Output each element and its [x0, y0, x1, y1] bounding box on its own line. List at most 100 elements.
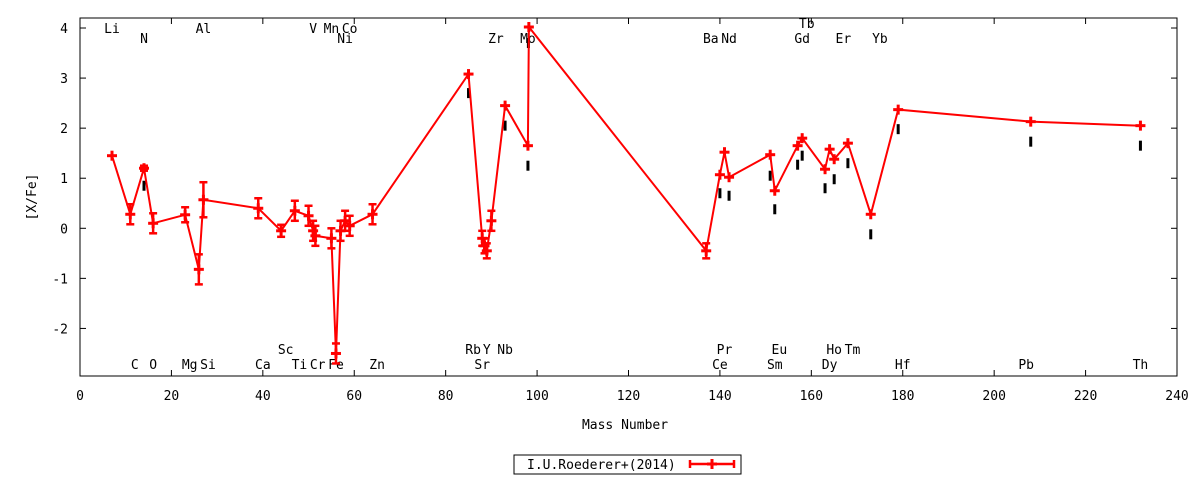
- x-tick-label: 160: [800, 389, 823, 404]
- element-label-hf: Hf: [895, 358, 911, 373]
- data-point: [486, 209, 497, 233]
- data-point: [148, 212, 159, 235]
- element-label-ba: Ba: [703, 32, 719, 47]
- element-label-rb: Rb: [465, 343, 481, 358]
- data-point: [138, 163, 149, 174]
- element-label-th: Th: [1133, 358, 1149, 373]
- series-roederer-2014: [106, 22, 1146, 365]
- element-label-sr: Sr: [474, 358, 490, 373]
- element-label-pb: Pb: [1018, 358, 1034, 373]
- data-point: [180, 206, 191, 224]
- reference-points: [142, 38, 1142, 240]
- x-tick-label: 40: [255, 389, 271, 404]
- x-tick-label: 80: [438, 389, 454, 404]
- data-point: [463, 69, 474, 80]
- y-tick-label: 2: [60, 122, 68, 137]
- element-label-al: Al: [196, 22, 212, 37]
- element-label-o: O: [149, 358, 157, 373]
- legend: I.U.Roederer+(2014): [513, 454, 742, 475]
- data-point: [865, 209, 876, 220]
- series-line: [111, 24, 1141, 354]
- data-point: [276, 223, 287, 239]
- data-point: [1025, 116, 1036, 127]
- x-tick-label: 100: [525, 389, 548, 404]
- y-tick-label: 0: [60, 222, 68, 237]
- element-label-ni: Ni: [337, 32, 353, 47]
- data-point: [253, 197, 264, 220]
- data-point: [829, 154, 840, 165]
- y-tick-label: 3: [60, 72, 68, 87]
- legend-box: [513, 454, 742, 475]
- data-point: [340, 209, 351, 233]
- x-tick-label: 60: [346, 389, 362, 404]
- plot-frame: [79, 17, 1178, 377]
- element-label-gd: Gd: [794, 32, 810, 47]
- data-point: [820, 164, 831, 175]
- data-point: [106, 150, 117, 161]
- element-label-ti: Ti: [292, 358, 308, 373]
- x-tick-label: 180: [891, 389, 914, 404]
- element-label-c: C: [131, 358, 139, 373]
- element-label-zr: Zr: [488, 32, 504, 47]
- element-label-cr: Cr: [310, 358, 326, 373]
- element-label-ca: Ca: [255, 358, 271, 373]
- data-point: [714, 169, 725, 180]
- y-tick-label: 1: [60, 172, 68, 187]
- data-point: [500, 100, 511, 111]
- x-axis-ticks: 0 20 40 60 80 100 120 140 160 180 200 220 240: [76, 18, 1189, 404]
- data-point: [367, 203, 378, 226]
- data-point: [719, 147, 730, 158]
- element-label-sm: Sm: [767, 358, 783, 373]
- data-point: [330, 342, 341, 365]
- x-tick-label: 120: [617, 389, 640, 404]
- data-point: [198, 180, 209, 219]
- element-label-nd: Nd: [721, 32, 737, 47]
- x-tick-label: 240: [1165, 389, 1188, 404]
- x-tick-label: 0: [76, 389, 84, 404]
- data-point: [824, 144, 835, 155]
- data-point: [1135, 120, 1146, 131]
- data-point: [481, 242, 492, 260]
- element-label-v: V: [309, 22, 317, 37]
- element-label-ce: Ce: [712, 358, 728, 373]
- y-tick-label: 4: [60, 22, 68, 37]
- legend-label: I.U.Roederer+(2014): [527, 458, 676, 473]
- element-label-co: Co: [342, 22, 358, 37]
- data-point: [523, 22, 534, 33]
- element-label-ho: Ho: [826, 343, 842, 358]
- plot-border: [79, 17, 1178, 377]
- data-point: [289, 199, 300, 223]
- x-tick-label: 20: [164, 389, 180, 404]
- element-label-er: Er: [836, 32, 852, 47]
- element-label-li: Li: [104, 22, 120, 37]
- data-point: [326, 227, 337, 250]
- element-label-eu: Eu: [772, 343, 788, 358]
- y-tick-label: -2: [52, 322, 68, 337]
- data-point: [765, 149, 776, 160]
- data-point: [310, 224, 321, 248]
- element-label-mn: Mn: [324, 22, 340, 37]
- data-point: [125, 203, 136, 226]
- data-point: [701, 242, 712, 260]
- x-tick-label: 220: [1074, 389, 1097, 404]
- data-point: [842, 138, 853, 149]
- x-axis-title: Mass Number: [582, 418, 668, 433]
- element-label-fe: Fe: [328, 358, 344, 373]
- data-point: [797, 133, 808, 144]
- data-point: [344, 214, 355, 238]
- y-axis-title: [X/Fe]: [25, 174, 40, 221]
- y-tick-label: -1: [52, 272, 68, 287]
- element-label-sc: Sc: [278, 343, 294, 358]
- element-label-zn: Zn: [369, 358, 385, 373]
- y-axis-ticks: -2 -1 0 1 2 3 4: [52, 22, 1177, 337]
- x-tick-label: 200: [982, 389, 1005, 404]
- data-point: [893, 104, 904, 115]
- data-point: [724, 172, 735, 183]
- element-label-n: N: [140, 32, 148, 47]
- element-label-nb: Nb: [497, 343, 513, 358]
- element-label-tm: Tm: [845, 343, 861, 358]
- legend-sample-line: [688, 459, 736, 469]
- data-point: [769, 185, 780, 196]
- data-point: [522, 140, 533, 151]
